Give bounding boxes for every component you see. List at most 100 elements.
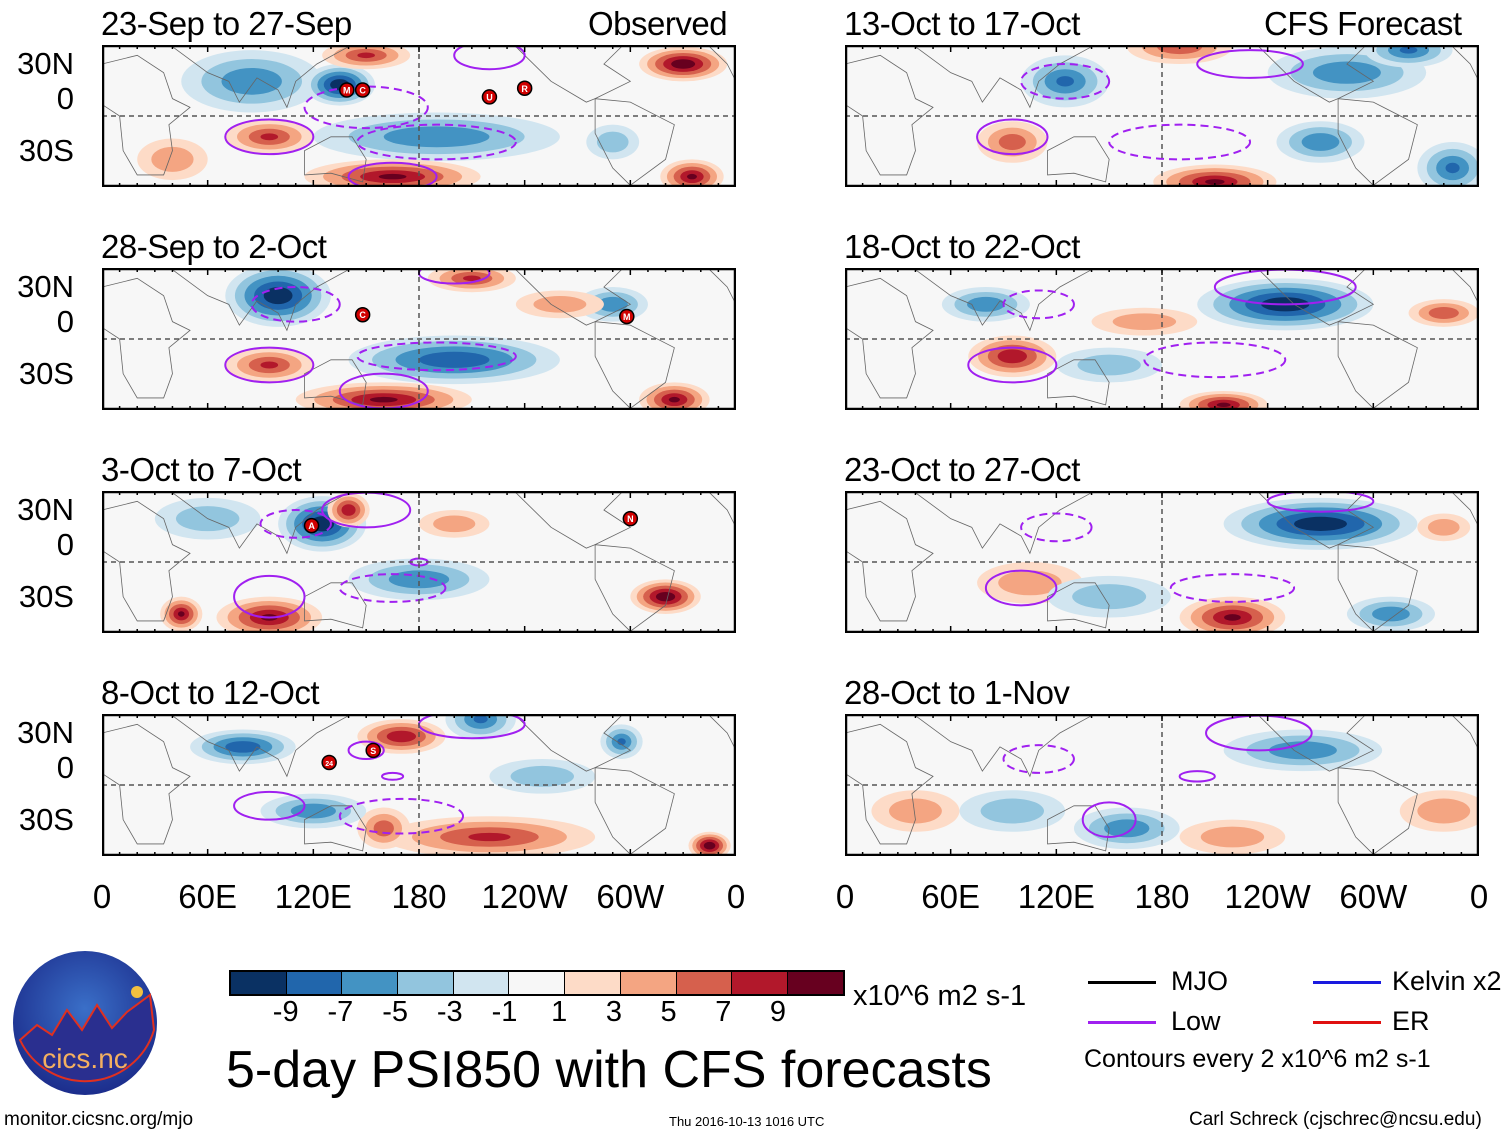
anomaly-contour <box>1445 162 1460 174</box>
anomaly-contour <box>341 504 356 516</box>
low-contour <box>1108 123 1252 161</box>
anomaly-contour <box>177 611 185 617</box>
anomaly-contour <box>1056 76 1074 87</box>
figure-title: 5-day PSI850 with CFS forecasts <box>226 1041 992 1099</box>
anomaly-contour <box>1205 179 1225 185</box>
anomaly-contour <box>597 296 628 312</box>
colorbar-label: -7 <box>327 996 354 1028</box>
svg-text:A: A <box>308 521 315 531</box>
coastline <box>595 99 674 186</box>
coastline <box>1259 47 1373 102</box>
anomaly-contour <box>357 52 375 59</box>
lon-tick-label: 60E <box>178 878 238 915</box>
coastline <box>516 716 630 771</box>
low-contour <box>224 346 315 384</box>
anomaly-contour <box>260 133 279 141</box>
anomaly-contour <box>369 396 398 403</box>
colorbar-swatch <box>453 972 510 994</box>
low-contour <box>356 123 517 161</box>
anomaly-contour <box>221 67 282 95</box>
map-panel <box>845 491 1479 633</box>
tropical-cyclone-icon: 24 <box>321 754 337 771</box>
low-contour <box>1020 512 1093 543</box>
low-contour <box>303 85 429 130</box>
coastline <box>915 493 1091 554</box>
cics-logo: cics.nc <box>13 951 157 1095</box>
low-contour <box>453 45 526 71</box>
colorbar-label: 3 <box>605 996 622 1028</box>
svg-text:R: R <box>521 84 528 94</box>
tropical-cyclone-icon: S <box>365 742 381 759</box>
panel-title: 3-Oct to 7-Oct <box>101 451 302 488</box>
anomaly-contour <box>703 841 716 850</box>
lon-tick-label: 0 <box>92 878 112 915</box>
coastline <box>305 583 367 628</box>
anomaly-contour <box>1104 819 1150 838</box>
low-contour <box>347 161 438 187</box>
coastline <box>305 806 367 851</box>
low-contour <box>338 573 447 603</box>
tropical-cyclone-icon: C <box>354 306 371 323</box>
coastline <box>305 137 367 182</box>
lat-tick-label: 30S <box>18 579 74 614</box>
map-panel: 24 S <box>102 714 736 856</box>
lat-tick-label: 0 <box>56 81 74 116</box>
anomaly-contour <box>668 396 680 403</box>
lat-tick-label: 0 <box>56 527 74 562</box>
low-contour <box>224 118 315 156</box>
coastline <box>1338 99 1417 186</box>
svg-text:24: 24 <box>325 761 333 768</box>
anomaly-contour <box>468 832 511 842</box>
coastline <box>845 501 933 621</box>
coastline <box>305 360 367 405</box>
anomaly-contour <box>1294 516 1347 531</box>
svg-text:S: S <box>370 746 376 756</box>
panel-title: 23-Oct to 27-Oct <box>844 451 1080 488</box>
coastline <box>172 716 348 777</box>
map-panel <box>845 268 1479 410</box>
svg-text:C: C <box>359 86 366 96</box>
anomaly-contour <box>1428 307 1459 319</box>
contour-note: Contours every 2 x10^6 m2 s-1 <box>1084 1045 1431 1073</box>
colorbar-label: 7 <box>715 996 732 1028</box>
panel-title: 28-Sep to 2-Oct <box>101 228 327 265</box>
anomaly-contour <box>1399 46 1418 54</box>
footer-url[interactable]: monitor.cicsnc.org/mjo <box>4 1109 194 1130</box>
panel-title: 8-Oct to 12-Oct <box>101 674 320 711</box>
er-line <box>1313 1021 1381 1024</box>
lon-tick-label: 180 <box>391 878 447 915</box>
coastline <box>102 278 190 398</box>
tropical-cyclone-icon: R <box>516 80 533 97</box>
lon-tick-label: 120W <box>481 878 568 915</box>
anomaly-contour <box>383 126 490 148</box>
anomaly-contour <box>290 803 336 819</box>
legend-mjo: MJO <box>1171 966 1228 996</box>
coastline <box>1048 806 1110 851</box>
lon-tick-label: 0 <box>1469 878 1489 915</box>
anomaly-contour <box>263 287 293 305</box>
anomaly-contour <box>1112 313 1177 330</box>
legend-low: Low <box>1171 1006 1221 1036</box>
lon-tick-label: 60W <box>1339 878 1408 915</box>
colorbar-swatch <box>509 972 566 994</box>
colorbar-swatch <box>787 972 843 994</box>
anomaly-contour <box>671 59 696 69</box>
anomaly-contour <box>1200 826 1265 848</box>
svg-text:U: U <box>486 92 493 102</box>
anomaly-contour <box>473 714 488 724</box>
anomaly-contour <box>1372 606 1410 622</box>
anomaly-contour <box>378 173 407 180</box>
tropical-cyclone-icon: N <box>622 510 639 527</box>
svg-text:N: N <box>627 514 634 524</box>
anomaly-contour <box>1077 354 1141 376</box>
low-contour <box>259 508 332 539</box>
colorbar-swatch <box>620 972 677 994</box>
coastline <box>915 270 1091 331</box>
lat-tick-label: 30N <box>17 46 74 81</box>
footer-timestamp: Thu 2016-10-13 1016 UTC <box>669 1114 825 1129</box>
coastline <box>915 716 1091 777</box>
map-panel <box>845 45 1479 187</box>
coastline <box>172 270 348 331</box>
low-contour <box>1002 289 1075 320</box>
